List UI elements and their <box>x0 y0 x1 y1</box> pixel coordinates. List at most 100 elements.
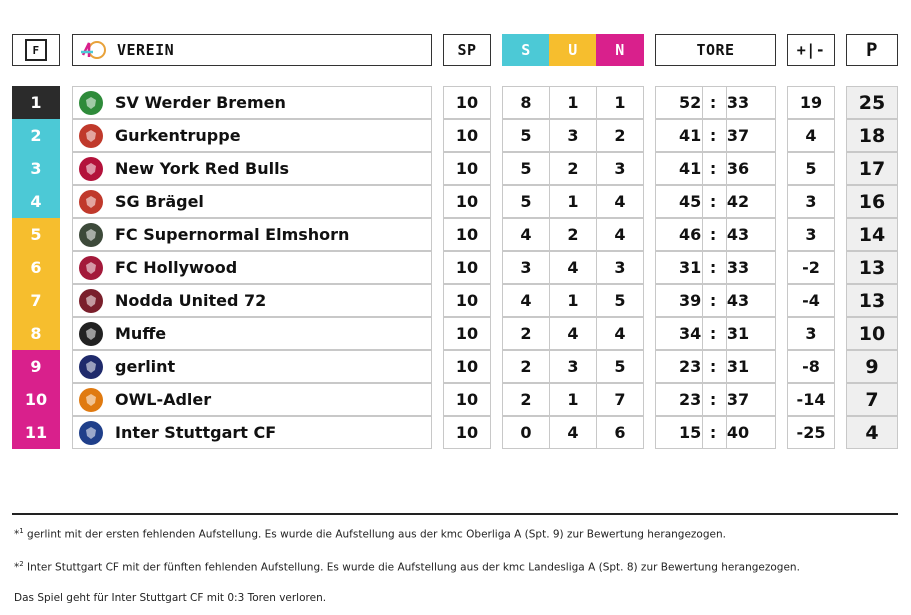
wins-cell: 0 <box>502 416 550 449</box>
played-cell: 10 <box>443 119 491 152</box>
wins-value: 2 <box>520 324 532 343</box>
gurkentruppe-logo-icon <box>79 123 103 148</box>
team-cell[interactable]: Muffe <box>72 317 432 350</box>
played-cell: 10 <box>443 350 491 383</box>
losses-value: 4 <box>614 324 626 343</box>
points-value: 25 <box>858 91 886 114</box>
losses-cell: 6 <box>596 416 644 449</box>
draws-cell: 4 <box>549 251 597 284</box>
draws-cell: 2 <box>549 152 597 185</box>
played-value: 10 <box>455 258 479 277</box>
goals-separator: : <box>709 93 717 112</box>
team-cell[interactable]: Inter Stuttgart CF <box>72 416 432 449</box>
team-cell[interactable]: Gurkentruppe <box>72 119 432 152</box>
goals-cell: 46 : 43 <box>655 218 776 251</box>
rank-number: 9 <box>30 357 42 376</box>
played-cell: 10 <box>443 317 491 350</box>
played-cell: 10 <box>443 251 491 284</box>
footnote-1-text: gerlint mit der ersten fehlenden Aufstel… <box>23 528 726 541</box>
team-name: FC Supernormal Elmshorn <box>115 225 350 244</box>
wins-value: 5 <box>520 126 532 145</box>
goals-for: 23 <box>678 390 702 409</box>
draws-value: 1 <box>567 291 579 310</box>
goal-diff-cell: 3 <box>787 218 835 251</box>
rank-badge: 11 <box>12 416 60 449</box>
played-value: 10 <box>455 192 479 211</box>
points-cell: 9 <box>846 350 898 383</box>
goals-divider-right <box>726 350 727 383</box>
goals-cell: 52 : 33 <box>655 86 776 119</box>
team-cell[interactable]: SV Werder Bremen <box>72 86 432 119</box>
nodda-united-logo-icon <box>79 288 103 313</box>
points-header-label: P <box>866 39 878 61</box>
played-cell: 10 <box>443 416 491 449</box>
goals-cell: 39 : 43 <box>655 284 776 317</box>
losses-value: 7 <box>614 390 626 409</box>
diff-header[interactable]: +|- <box>787 34 835 66</box>
team-cell[interactable]: FC Hollywood <box>72 251 432 284</box>
goals-for: 31 <box>678 258 702 277</box>
team-cell[interactable]: SG Brägel <box>72 185 432 218</box>
goals-divider-left <box>702 383 703 416</box>
verein-header[interactable]: VEREIN <box>72 34 432 66</box>
goals-separator: : <box>709 423 717 442</box>
draws-value: 1 <box>567 93 579 112</box>
goals-divider-left <box>702 86 703 119</box>
wins-value: 0 <box>520 423 532 442</box>
tore-header[interactable]: TORE <box>655 34 776 66</box>
goal-diff-cell: -25 <box>787 416 835 449</box>
goals-separator: : <box>709 357 717 376</box>
n-header[interactable]: N <box>596 34 644 66</box>
team-cell[interactable]: New York Red Bulls <box>72 152 432 185</box>
u-header[interactable]: U <box>549 34 597 66</box>
team-name: Muffe <box>115 324 167 343</box>
points-value: 17 <box>858 157 886 180</box>
goal-diff-value: 5 <box>805 159 817 178</box>
goals-divider-left <box>702 218 703 251</box>
goals-separator: : <box>709 390 717 409</box>
footer-divider <box>12 513 898 515</box>
goal-diff-value: 4 <box>805 126 817 145</box>
filter-f-icon: F <box>25 39 47 61</box>
team-name: gerlint <box>115 357 176 376</box>
rank-number: 3 <box>30 159 42 178</box>
sp-header[interactable]: SP <box>443 34 491 66</box>
team-name: Inter Stuttgart CF <box>115 423 277 442</box>
goal-diff-value: -25 <box>796 423 826 442</box>
goal-diff-value: 19 <box>799 93 823 112</box>
goals-divider-right <box>726 119 727 152</box>
wins-cell: 4 <box>502 218 550 251</box>
draws-value: 4 <box>567 324 579 343</box>
draws-value: 3 <box>567 126 579 145</box>
s-header[interactable]: S <box>502 34 550 66</box>
wins-cell: 4 <box>502 284 550 317</box>
goal-diff-value: -14 <box>796 390 826 409</box>
played-value: 10 <box>455 93 479 112</box>
draws-value: 3 <box>567 357 579 376</box>
team-cell[interactable]: OWL-Adler <box>72 383 432 416</box>
team-cell[interactable]: gerlint <box>72 350 432 383</box>
goals-divider-left <box>702 119 703 152</box>
team-cell[interactable]: FC Supernormal Elmshorn <box>72 218 432 251</box>
team-cell[interactable]: Nodda United 72 <box>72 284 432 317</box>
owl-adler-logo-icon <box>79 387 103 412</box>
gerlint-logo-icon <box>79 354 103 379</box>
rank-number: 4 <box>30 192 42 211</box>
tore-header-label: TORE <box>696 41 735 59</box>
wins-value: 4 <box>520 225 532 244</box>
goals-against: 40 <box>726 423 750 442</box>
rank-badge: 5 <box>12 218 60 251</box>
points-cell: 4 <box>846 416 898 449</box>
goals-against: 31 <box>726 324 750 343</box>
goal-diff-cell: -8 <box>787 350 835 383</box>
rank-number: 2 <box>30 126 42 145</box>
filter-header[interactable]: F <box>12 34 60 66</box>
draws-value: 1 <box>567 390 579 409</box>
draws-cell: 1 <box>549 86 597 119</box>
losses-value: 1 <box>614 93 626 112</box>
wins-cell: 2 <box>502 383 550 416</box>
points-header[interactable]: P <box>846 34 898 66</box>
goals-for: 41 <box>678 126 702 145</box>
goals-against: 37 <box>726 126 750 145</box>
goal-diff-cell: -4 <box>787 284 835 317</box>
